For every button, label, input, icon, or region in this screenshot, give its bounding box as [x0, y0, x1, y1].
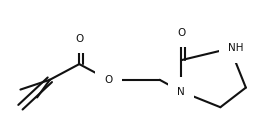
Text: NH: NH	[228, 43, 244, 53]
Text: O: O	[177, 28, 185, 38]
Text: O: O	[104, 75, 113, 85]
Text: N: N	[177, 87, 185, 97]
Text: O: O	[75, 34, 83, 44]
